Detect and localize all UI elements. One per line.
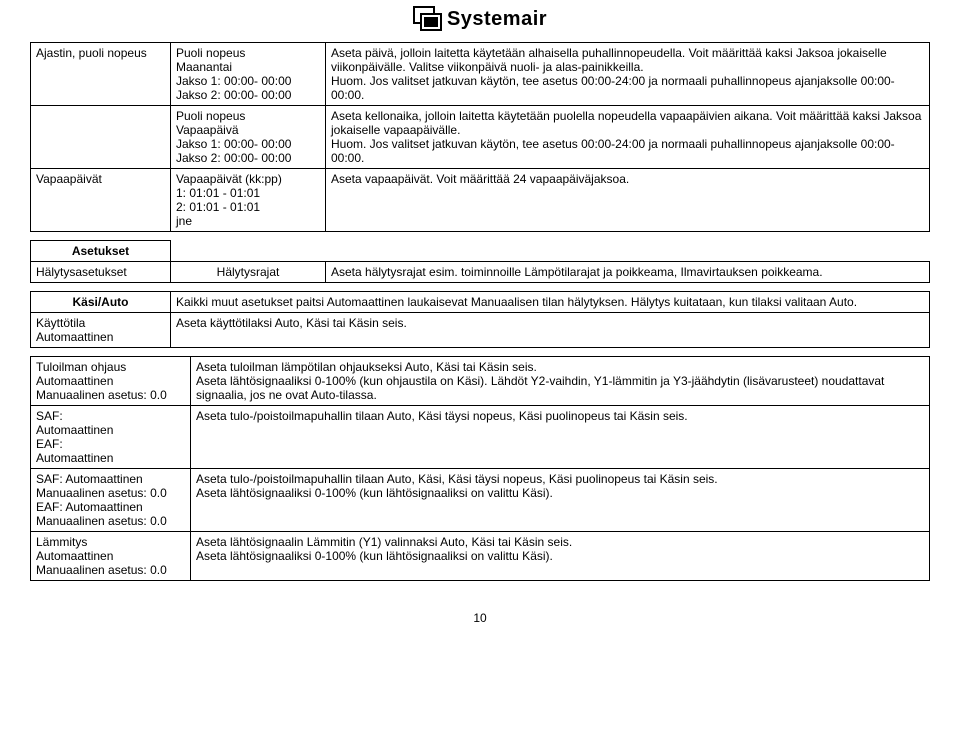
table-row: Ajastin, puoli nopeus Puoli nopeus Maana… [31,43,930,106]
cell-label [31,106,171,169]
section-outputs: Tuloilman ohjaus Automaattinen Manuaalin… [30,356,930,581]
cell-value: Vapaapäivät (kk:pp) 1: 01:01 - 01:01 2: … [171,169,326,232]
cell-desc: Aseta käyttötilaksi Auto, Käsi tai Käsin… [171,313,930,348]
cell-desc: Aseta hälytysrajat esim. toiminnoille Lä… [326,262,930,283]
table-row: SAF: Automaattinen EAF: Automaattinen As… [31,406,930,469]
section-kasi-auto: Käsi/Auto Kaikki muut asetukset paitsi A… [30,291,930,348]
table-row: Hälytysasetukset Hälytysrajat Aseta häly… [31,262,930,283]
section-header-desc: Kaikki muut asetukset paitsi Automaattin… [171,292,930,313]
cell-label: SAF: Automaattinen Manuaalinen asetus: 0… [31,469,191,532]
cell-desc: Aseta kellonaika, jolloin laitetta käyte… [326,106,930,169]
table-row: SAF: Automaattinen Manuaalinen asetus: 0… [31,469,930,532]
logo-text: Systemair [447,8,547,31]
table-row: Puoli nopeus Vapaapäivä Jakso 1: 00:00- … [31,106,930,169]
cell-label: Vapaapäivät [31,169,171,232]
cell-desc: Aseta päivä, jolloin laitetta käytetään … [326,43,930,106]
cell-desc: Aseta tulo-/poistoilmapuhallin tilaan Au… [191,469,930,532]
cell-label: SAF: Automaattinen EAF: Automaattinen [31,406,191,469]
table-row: Tuloilman ohjaus Automaattinen Manuaalin… [31,357,930,406]
empty-cell [171,241,326,262]
table-row: Lämmitys Automaattinen Manuaalinen asetu… [31,532,930,581]
cell-label: Ajastin, puoli nopeus [31,43,171,106]
cell-label: Käyttötila Automaattinen [31,313,171,348]
cell-value: Puoli nopeus Vapaapäivä Jakso 1: 00:00- … [171,106,326,169]
cell-label: Lämmitys Automaattinen Manuaalinen asetu… [31,532,191,581]
logo-bar: Systemair [0,6,960,32]
table-row: Käyttötila Automaattinen Aseta käyttötil… [31,313,930,348]
section-asetukset: Asetukset Hälytysasetukset Hälytysrajat … [30,240,930,283]
section-header: Käsi/Auto [31,292,171,313]
table-row: Asetukset [31,241,930,262]
cell-desc: Aseta vapaapäivät. Voit määrittää 24 vap… [326,169,930,232]
cell-label: Hälytysasetukset [31,262,171,283]
cell-desc: Aseta tulo-/poistoilmapuhallin tilaan Au… [191,406,930,469]
page-content: Ajastin, puoli nopeus Puoli nopeus Maana… [0,42,960,625]
section-ajastin: Ajastin, puoli nopeus Puoli nopeus Maana… [30,42,930,232]
cell-value: Puoli nopeus Maanantai Jakso 1: 00:00- 0… [171,43,326,106]
section-header: Asetukset [31,241,171,262]
cell-desc: Aseta lähtösignaalin Lämmitin (Y1) valin… [191,532,930,581]
table-row: Vapaapäivät Vapaapäivät (kk:pp) 1: 01:01… [31,169,930,232]
logo-icon [413,6,443,32]
cell-label: Tuloilman ohjaus Automaattinen Manuaalin… [31,357,191,406]
cell-desc: Aseta tuloilman lämpötilan ohjaukseksi A… [191,357,930,406]
table-row: Käsi/Auto Kaikki muut asetukset paitsi A… [31,292,930,313]
page-number: 10 [30,611,930,625]
cell-value: Hälytysrajat [171,262,326,283]
empty-cell [326,241,930,262]
